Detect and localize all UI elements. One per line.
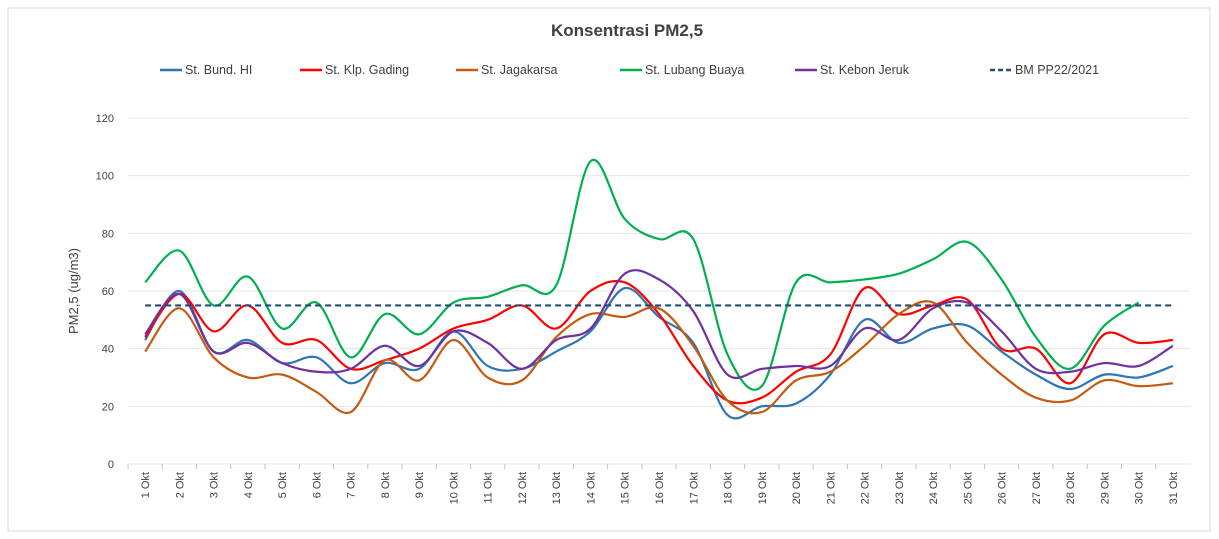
- x-tick-label: 22 Okt: [860, 472, 872, 504]
- x-tick-label: 23 Okt: [894, 472, 906, 504]
- x-tick-label: 20 Okt: [791, 472, 803, 504]
- y-tick-label: 80: [102, 228, 114, 240]
- legend-label: St. Kebon Jeruk: [820, 63, 910, 77]
- x-tick-label: 9 Okt: [414, 472, 426, 498]
- x-tick-label: 17 Okt: [688, 472, 700, 504]
- x-tick-label: 31 Okt: [1168, 472, 1180, 504]
- x-tick-label: 21 Okt: [825, 472, 837, 504]
- y-tick-label: 100: [96, 171, 114, 183]
- x-tick-label: 12 Okt: [517, 472, 529, 504]
- x-tick-label: 18 Okt: [723, 472, 735, 504]
- y-tick-label: 20: [102, 401, 114, 413]
- legend-label: St. Jagakarsa: [481, 63, 557, 77]
- x-tick-label: 13 Okt: [551, 472, 563, 504]
- x-tick-label: 28 Okt: [1065, 472, 1077, 504]
- x-tick-label: 6 Okt: [311, 472, 323, 498]
- series-line: [144, 279, 1173, 405]
- chart-title: Konsentrasi PM2,5: [551, 21, 703, 40]
- x-tick-label: 7 Okt: [346, 472, 358, 498]
- x-tick-label: 29 Okt: [1099, 472, 1111, 504]
- x-tick-label: 16 Okt: [654, 472, 666, 504]
- x-tick-label: 30 Okt: [1134, 472, 1146, 504]
- x-tick-label: 10 Okt: [448, 472, 460, 504]
- y-axis-label: PM2,5 (ug/m3): [66, 248, 81, 334]
- x-tick-label: 11 Okt: [483, 472, 495, 504]
- x-tick-label: 15 Okt: [620, 472, 632, 504]
- x-tick-label: 5 Okt: [277, 472, 289, 498]
- y-tick-label: 40: [102, 344, 114, 356]
- x-tick-label: 24 Okt: [928, 472, 940, 504]
- y-tick-label: 0: [108, 459, 114, 471]
- y-tick-label: 120: [96, 113, 114, 125]
- legend-label: St. Lubang Buaya: [645, 63, 744, 77]
- x-tick-label: 26 Okt: [997, 472, 1009, 504]
- legend-label: St. Bund. HI: [185, 63, 252, 77]
- series-line: [144, 287, 1174, 420]
- series-line: [144, 158, 1140, 391]
- x-tick-label: 14 Okt: [585, 472, 597, 504]
- x-tick-label: 19 Okt: [757, 472, 769, 504]
- chart-frame: [7, 7, 1211, 532]
- series-line: [144, 269, 1174, 380]
- legend-label: St. Klp. Gading: [325, 63, 409, 77]
- x-tick-label: 8 Okt: [380, 472, 392, 498]
- x-tick-label: 3 Okt: [209, 472, 221, 498]
- series-line: [144, 300, 1173, 415]
- x-tick-label: 4 Okt: [243, 472, 255, 498]
- x-tick-label: 27 Okt: [1031, 472, 1043, 504]
- x-tick-label: 1 Okt: [140, 472, 152, 498]
- x-tick-label: 25 Okt: [962, 472, 974, 504]
- y-tick-label: 60: [102, 286, 114, 298]
- x-tick-label: 2 Okt: [174, 472, 186, 498]
- legend-label: BM PP22/2021: [1015, 63, 1099, 77]
